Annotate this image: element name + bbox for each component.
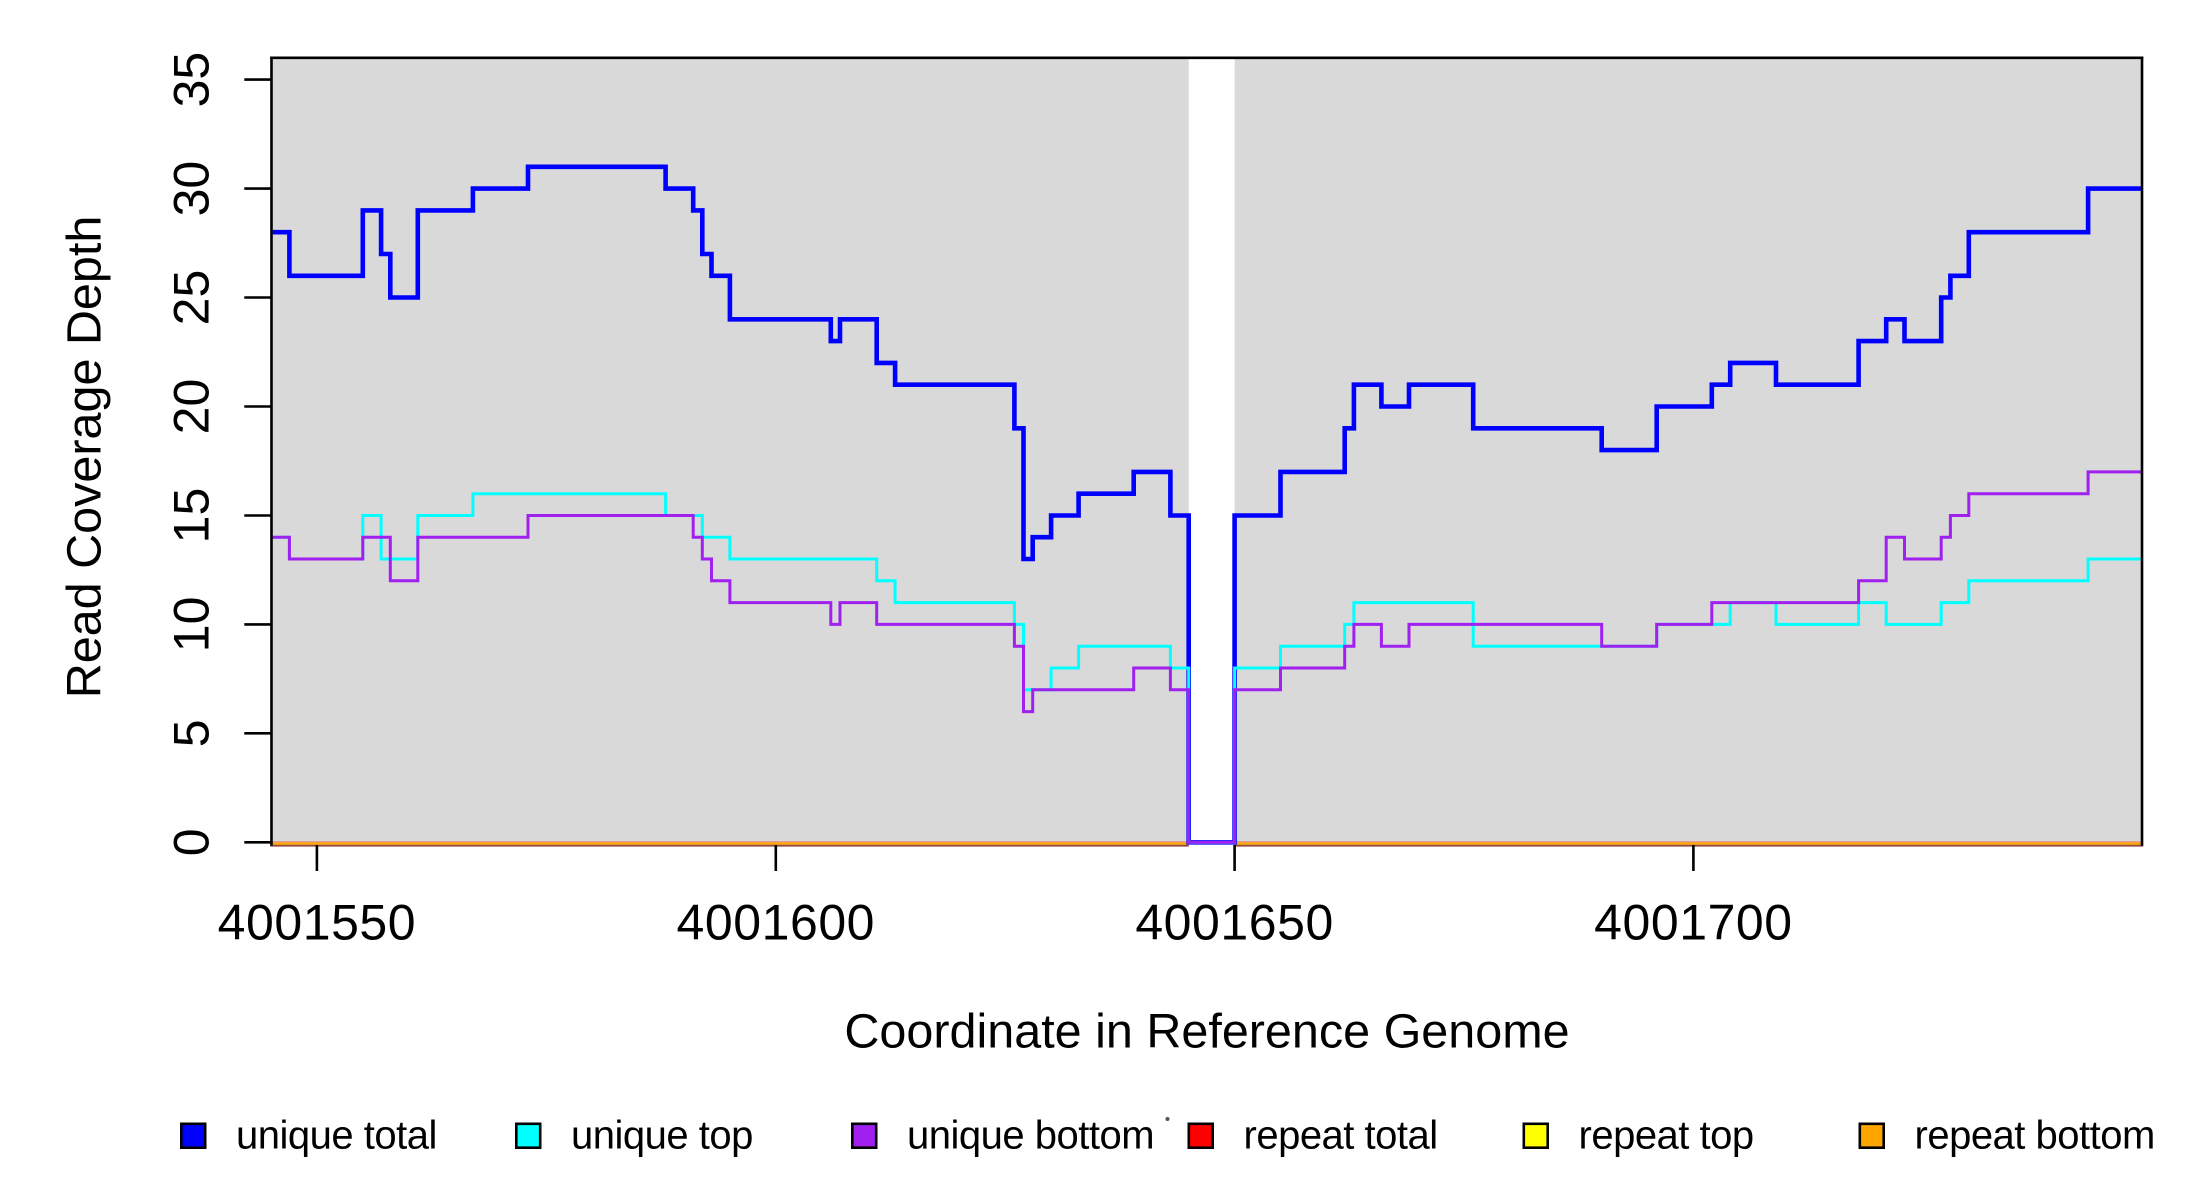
svg-text:4001550: 4001550: [218, 895, 417, 951]
svg-text:10: 10: [164, 597, 220, 653]
svg-text:repeat top: repeat top: [1579, 1113, 1754, 1157]
svg-text:20: 20: [164, 379, 220, 435]
svg-text:4001650: 4001650: [1135, 895, 1334, 951]
svg-text:0: 0: [164, 828, 220, 856]
svg-text:35: 35: [164, 52, 220, 108]
svg-text:30: 30: [164, 161, 220, 217]
svg-text:repeat bottom: repeat bottom: [1915, 1113, 2155, 1157]
svg-text:15: 15: [164, 488, 220, 544]
svg-text:4001600: 4001600: [677, 895, 876, 951]
svg-text:25: 25: [164, 270, 220, 326]
svg-text:unique total: unique total: [236, 1113, 437, 1157]
svg-text:Read Coverage Depth: Read Coverage Depth: [58, 216, 112, 699]
svg-text:unique bottom: unique bottom: [907, 1113, 1154, 1157]
svg-text:unique top: unique top: [571, 1113, 753, 1157]
svg-text:repeat total: repeat total: [1244, 1113, 1438, 1157]
svg-text:5: 5: [164, 719, 220, 747]
svg-text:4001700: 4001700: [1594, 895, 1793, 951]
svg-text:Coordinate in Reference Genome: Coordinate in Reference Genome: [844, 1005, 1569, 1059]
